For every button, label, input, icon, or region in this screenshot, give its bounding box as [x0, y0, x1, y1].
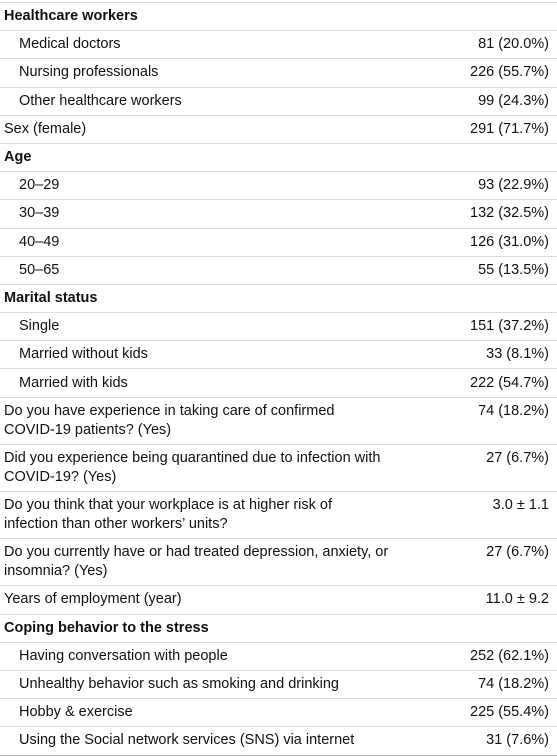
row-label: Years of employment (year)	[0, 585, 454, 615]
row-label: Did you experience being quarantined due…	[0, 443, 454, 492]
table-row: Nursing professionals 226 (55.7%)	[0, 58, 557, 88]
row-label: Medical doctors	[0, 30, 454, 59]
row-value: 27 (6.7%)	[453, 538, 557, 586]
label-text: Single	[19, 318, 60, 335]
row-label: Using the Social network services (SNS) …	[0, 726, 454, 755]
table-row: Married with kids 222 (54.7%)	[0, 368, 557, 398]
row-value: 252 (62.1%)	[453, 641, 557, 671]
label-text: Did you experience being quarantined due…	[4, 449, 381, 485]
table-row: 20–29 93 (22.9%)	[0, 171, 557, 200]
row-label: Single	[0, 312, 454, 341]
label-text: Do you have experience in taking care of…	[4, 402, 335, 438]
table-row: Medical doctors 81 (20.0%)	[0, 30, 557, 59]
table-row: Did you experience being quarantined due…	[0, 443, 557, 492]
section-row: Healthcare workers	[0, 1, 557, 31]
row-value: 225 (55.4%)	[453, 698, 557, 727]
row-value: 222 (54.7%)	[453, 368, 557, 398]
label-text: Do you think that your workplace is at h…	[4, 497, 333, 533]
row-value: 31 (7.6%)	[453, 726, 557, 755]
row-label: Do you have experience in taking care of…	[0, 396, 454, 445]
table-row: Having conversation with people 252 (62.1…	[0, 641, 557, 671]
table-row: Other healthcare workers 99 (24.3%)	[0, 86, 557, 116]
label-text: Married without kids	[19, 346, 148, 363]
label-text: Nursing professionals	[19, 64, 159, 81]
section-row: Age	[0, 142, 557, 172]
table-row: Do you currently have or had treated dep…	[0, 538, 557, 586]
row-value: 226 (55.7%)	[453, 58, 557, 88]
table-row: Unhealthy behavior such as smoking and d…	[0, 669, 557, 699]
label-text: 20–29	[19, 177, 60, 194]
table-row: Single 151 (37.2%)	[0, 312, 557, 341]
label-text: Having conversation with people	[19, 647, 228, 664]
row-value: 11.0 ± 9.2	[453, 585, 557, 615]
row-value: 93 (22.9%)	[453, 171, 557, 200]
row-label: 20–29	[0, 171, 454, 200]
row-value: 3.0 ± 1.1	[453, 490, 557, 539]
section-heading: Coping behavior to the stress	[0, 613, 557, 643]
table-row: Sex (female) 291 (71.7%)	[0, 114, 557, 144]
row-label: Having conversation with people	[0, 641, 454, 671]
row-value: 99 (24.3%)	[453, 86, 557, 116]
section-heading: Healthcare workers	[0, 1, 557, 31]
label-text: Medical doctors	[19, 36, 121, 53]
table-row: 30–39 132 (32.5%)	[0, 199, 557, 228]
label-text: Sex (female)	[4, 120, 87, 137]
section-heading: Age	[0, 142, 557, 172]
row-label: Do you currently have or had treated dep…	[0, 538, 454, 586]
label-text: 30–39	[19, 205, 60, 222]
label-text: Unhealthy behavior such as smoking and d…	[19, 676, 339, 693]
section-row: Coping behavior to the stress	[0, 613, 557, 643]
label-text: 50–65	[19, 261, 60, 278]
label-text: Years of employment (year)	[4, 591, 182, 608]
row-value: 151 (37.2%)	[453, 312, 557, 341]
row-label: Nursing professionals	[0, 58, 454, 88]
row-value: 27 (6.7%)	[453, 443, 557, 492]
label-text: Do you currently have or had treated dep…	[4, 544, 389, 580]
section-heading: Marital status	[0, 283, 557, 313]
row-label: Other healthcare workers	[0, 86, 454, 116]
row-value: 132 (32.5%)	[453, 199, 557, 228]
row-label: 30–39	[0, 199, 454, 228]
table-row: Do you think that your workplace is at h…	[0, 490, 557, 539]
row-label: Married with kids	[0, 368, 454, 398]
label-text: Hobby & exercise	[19, 704, 133, 721]
row-label: 40–49	[0, 227, 454, 257]
row-value: 55 (13.5%)	[453, 255, 557, 285]
table-row: Years of employment (year) 11.0 ± 9.2	[0, 585, 557, 615]
table-row: 40–49 126 (31.0%)	[0, 227, 557, 257]
row-label: Married without kids	[0, 340, 454, 369]
label-text: Other healthcare workers	[19, 92, 182, 109]
row-label: Sex (female)	[0, 114, 454, 144]
row-label: Do you think that your workplace is at h…	[0, 490, 454, 539]
row-value: 33 (8.1%)	[453, 340, 557, 369]
table-row: Do you have experience in taking care of…	[0, 396, 557, 445]
row-label: Hobby & exercise	[0, 698, 454, 727]
table-row: Married without kids 33 (8.1%)	[0, 340, 557, 369]
table-row: 50–65 55 (13.5%)	[0, 255, 557, 285]
label-text: Married with kids	[19, 374, 128, 391]
row-value: 126 (31.0%)	[453, 227, 557, 257]
label-text: 40–49	[19, 233, 60, 250]
row-label: Unhealthy behavior such as smoking and d…	[0, 669, 454, 699]
table-row: Hobby & exercise 225 (55.4%)	[0, 698, 557, 727]
section-row: Marital status	[0, 283, 557, 313]
row-value: 74 (18.2%)	[453, 396, 557, 445]
row-value: 74 (18.2%)	[453, 669, 557, 699]
label-text: Using the Social network services (SNS) …	[19, 732, 355, 749]
row-value: 291 (71.7%)	[453, 114, 557, 144]
table-row: Using the Social network services (SNS) …	[0, 726, 557, 755]
row-label: 50–65	[0, 255, 454, 285]
row-value: 81 (20.0%)	[453, 30, 557, 59]
